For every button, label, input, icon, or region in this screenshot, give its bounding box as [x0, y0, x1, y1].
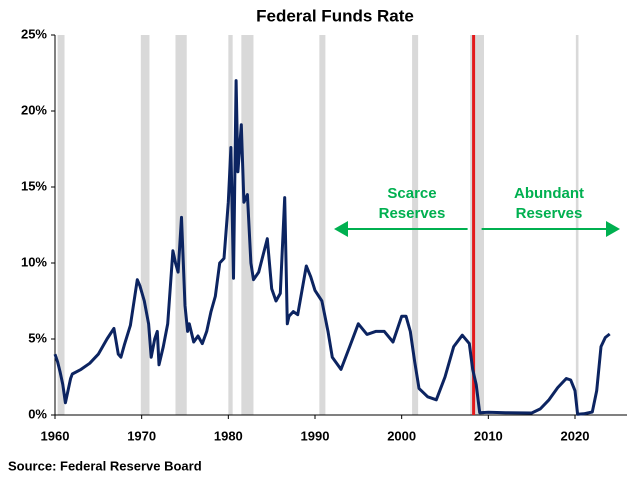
- y-tick-label: 0%: [28, 406, 47, 421]
- x-tick-label: 2000: [387, 428, 416, 443]
- y-tick-label: 25%: [21, 26, 47, 41]
- y-tick-label: 20%: [21, 102, 47, 117]
- annotation: Abundant: [514, 185, 584, 202]
- recession-band: [228, 35, 233, 415]
- x-tick-label: 2020: [561, 428, 590, 443]
- y-tick-label: 5%: [28, 330, 47, 345]
- rate-line: [53, 79, 611, 416]
- recession-band: [412, 35, 419, 415]
- x-tick-label: 1960: [41, 428, 70, 443]
- source-note: Source: Federal Reserve Board: [8, 458, 202, 473]
- recession-band: [319, 35, 326, 415]
- x-tick-label: 2010: [474, 428, 503, 443]
- x-tick-label: 1970: [127, 428, 156, 443]
- annotation: Scarce: [387, 185, 436, 202]
- recession-band: [575, 35, 579, 415]
- recession-band: [57, 35, 65, 415]
- recession-band: [140, 35, 150, 415]
- y-tick-label: 15%: [21, 178, 47, 193]
- annotation: Reserves: [379, 205, 446, 222]
- x-tick-label: 1990: [301, 428, 330, 443]
- x-tick-label: 1980: [214, 428, 243, 443]
- recession-band: [241, 35, 254, 415]
- annotation: Reserves: [516, 205, 583, 222]
- y-tick-label: 10%: [21, 254, 47, 269]
- chart-title: Federal Funds Rate: [256, 6, 414, 25]
